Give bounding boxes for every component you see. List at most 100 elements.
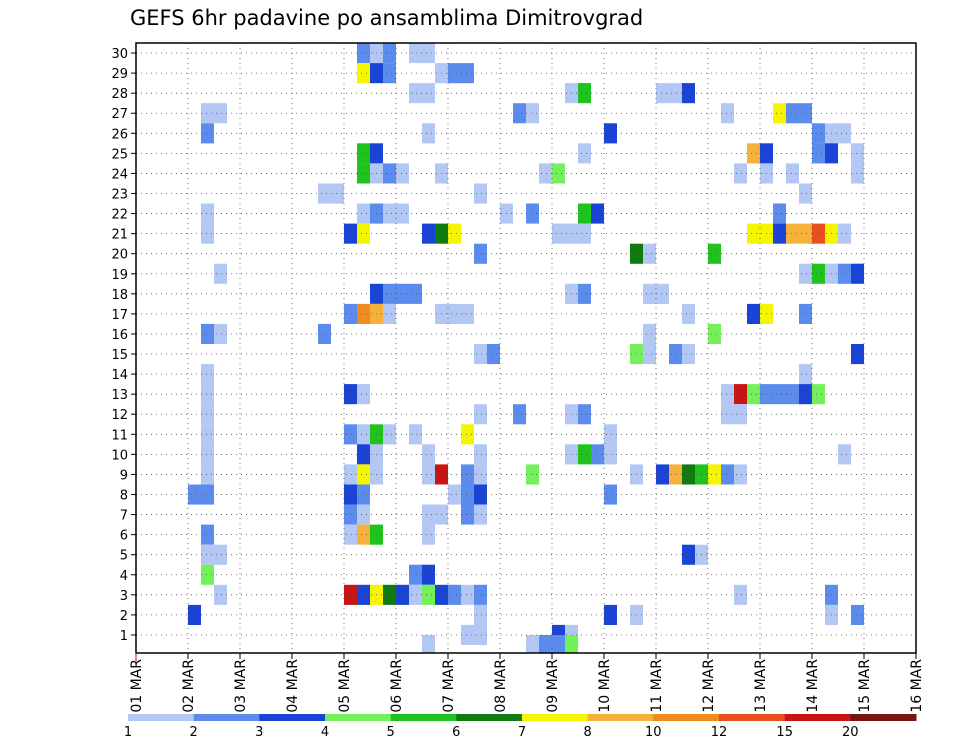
heatmap-cell	[721, 384, 734, 405]
heatmap-cell	[799, 223, 812, 244]
y-tick-label: 15	[111, 348, 128, 363]
heatmap-cell	[344, 424, 357, 445]
heatmap-cell	[682, 544, 695, 565]
heatmap-cell	[591, 203, 604, 224]
x-tick-label: 03 MAR	[233, 659, 249, 713]
plot-frame	[135, 42, 917, 654]
heatmap-cell	[799, 384, 812, 405]
heatmap-cell	[383, 63, 396, 84]
heatmap-cell	[708, 464, 721, 485]
legend-swatch	[587, 714, 654, 721]
heatmap-cell	[591, 444, 604, 465]
y-tick-label: 29	[111, 67, 128, 82]
heatmap-cell	[318, 323, 331, 344]
heatmap-cell	[396, 584, 409, 605]
heatmap-cell	[773, 203, 786, 224]
heatmap-cell	[578, 143, 591, 164]
heatmap-cell	[773, 223, 786, 244]
heatmap-cell	[565, 635, 578, 653]
heatmap-cell	[357, 143, 370, 164]
heatmap-cell	[461, 303, 474, 324]
heatmap-cell	[526, 464, 539, 485]
heatmap-cell	[474, 243, 487, 264]
heatmap-cell	[201, 364, 214, 385]
heatmap-cell	[851, 344, 864, 365]
heatmap-cell	[851, 143, 864, 164]
y-tick-label: 10	[111, 448, 128, 463]
heatmap-cell	[682, 303, 695, 324]
legend-label: 1	[124, 725, 132, 740]
heatmap-cell	[604, 444, 617, 465]
heatmap-cell	[214, 544, 227, 565]
heatmap-cell	[357, 504, 370, 525]
legend-swatch	[325, 714, 392, 721]
heatmap-cell	[344, 223, 357, 244]
x-tick-label: 14 MAR	[805, 659, 821, 713]
heatmap-cell	[357, 163, 370, 184]
grid-layer	[136, 43, 916, 653]
heatmap-cell	[422, 635, 435, 653]
legend-swatch	[522, 714, 589, 721]
heatmap-cell	[851, 263, 864, 284]
heatmap-cell	[357, 63, 370, 84]
heatmap-cell	[357, 484, 370, 505]
heatmap-cell	[734, 163, 747, 184]
y-axis: 1234567891011121314151617181920212223242…	[111, 47, 136, 644]
heatmap-cell	[656, 464, 669, 485]
heatmap-cell	[656, 283, 669, 304]
cells-layer	[188, 43, 864, 653]
y-tick-label: 6	[120, 529, 128, 544]
y-tick-label: 9	[120, 468, 128, 483]
heatmap-cell	[461, 624, 474, 645]
heatmap-cell	[214, 103, 227, 124]
heatmap-cell	[799, 263, 812, 284]
y-tick-label: 4	[120, 569, 128, 584]
legend-swatch	[719, 714, 786, 721]
heatmap-cell	[344, 303, 357, 324]
heatmap-cell	[786, 223, 799, 244]
heatmap-cell	[721, 103, 734, 124]
heatmap-cell	[474, 444, 487, 465]
heatmap-cell	[344, 584, 357, 605]
y-tick-label: 1	[120, 629, 128, 644]
heatmap-cell	[461, 63, 474, 84]
heatmap-cell	[357, 424, 370, 445]
heatmap-cell	[539, 163, 552, 184]
heatmap-cell	[669, 83, 682, 104]
heatmap-cell	[357, 524, 370, 545]
heatmap-cell	[656, 83, 669, 104]
heatmap-cell	[344, 484, 357, 505]
heatmap-cell	[461, 464, 474, 485]
y-tick-label: 12	[111, 408, 128, 423]
heatmap-cell	[201, 424, 214, 445]
heatmap-cell	[786, 103, 799, 124]
legend-label: 4	[321, 725, 329, 740]
heatmap-cell	[422, 223, 435, 244]
y-tick-label: 17	[111, 308, 128, 323]
heatmap-cell	[552, 163, 565, 184]
y-tick-label: 5	[120, 549, 128, 564]
heatmap-cell	[552, 635, 565, 653]
y-tick-label: 25	[111, 147, 128, 162]
y-tick-label: 8	[120, 489, 128, 504]
x-axis: 01 MAR 02 MAR 03 MAR 04 MAR 05 MAR 06 MAR 07 M…	[129, 653, 925, 713]
y-tick-label: 13	[111, 388, 128, 403]
heatmap-cell	[357, 444, 370, 465]
heatmap-cell	[682, 344, 695, 365]
heatmap-cell	[357, 464, 370, 485]
legend-label: 3	[255, 725, 263, 740]
heatmap-cell	[448, 303, 461, 324]
heatmap-cell	[643, 344, 656, 365]
heatmap-cell	[461, 504, 474, 525]
heatmap-cell	[201, 223, 214, 244]
heatmap-cell	[409, 43, 422, 64]
heatmap-cell	[201, 524, 214, 545]
heatmap-cell	[786, 163, 799, 184]
heatmap-cell	[344, 464, 357, 485]
heatmap-cell	[383, 303, 396, 324]
x-tick-label: 04 MAR	[285, 659, 301, 713]
heatmap-cell	[409, 283, 422, 304]
heatmap-cell	[474, 404, 487, 425]
